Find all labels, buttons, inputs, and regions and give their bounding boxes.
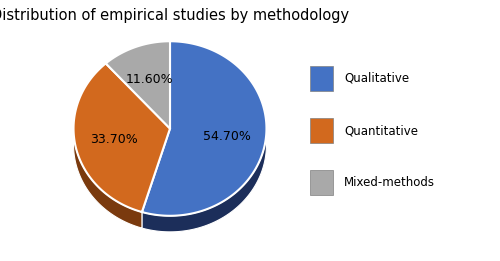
Text: 33.70%: 33.70% (90, 133, 138, 146)
Text: Quantitative: Quantitative (344, 124, 418, 137)
Text: 11.60%: 11.60% (126, 73, 173, 86)
Text: Mixed-methods: Mixed-methods (344, 176, 435, 189)
Text: Qualitative: Qualitative (344, 72, 410, 85)
Bar (310, 66, 333, 91)
Polygon shape (142, 129, 266, 232)
Polygon shape (142, 41, 266, 216)
Text: Distribution of empirical studies by methodology: Distribution of empirical studies by met… (0, 8, 349, 23)
Polygon shape (106, 41, 170, 128)
Text: 54.70%: 54.70% (204, 130, 251, 143)
Polygon shape (74, 63, 170, 212)
Bar (310, 118, 333, 143)
Polygon shape (74, 129, 142, 228)
Bar (310, 170, 333, 195)
